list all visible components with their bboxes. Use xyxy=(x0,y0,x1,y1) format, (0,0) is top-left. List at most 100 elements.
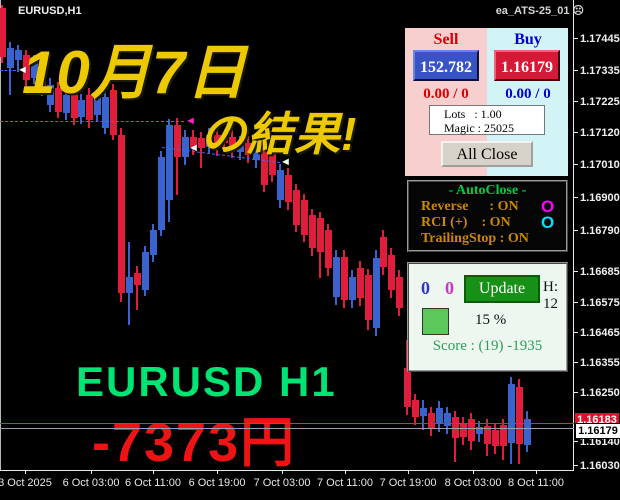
candle-body xyxy=(166,125,173,200)
candle-body xyxy=(277,170,284,200)
candle-body xyxy=(221,139,228,143)
candle-body xyxy=(420,408,427,416)
autoclose-rci-row: RCI (+) : ON xyxy=(421,215,511,230)
candle-wick xyxy=(200,132,202,168)
price-axis-label: 1.16685 xyxy=(580,266,620,278)
chart-left-border xyxy=(0,0,1,470)
price-axis-tick xyxy=(573,392,578,393)
price-axis-label: 1.16575 xyxy=(580,297,620,309)
price-axis-label: 1.17335 xyxy=(580,65,620,77)
candle-body xyxy=(524,419,531,445)
price-axis xyxy=(573,0,574,470)
candle-body xyxy=(7,48,14,68)
candle-body xyxy=(110,90,117,135)
all-close-button[interactable]: All Close xyxy=(441,141,533,167)
candle-body xyxy=(293,190,300,225)
lots-line: Lots : 1.00 xyxy=(444,107,502,121)
price-axis-tick xyxy=(573,132,578,133)
update-panel: 0 0 Update H: 12 15 % Score : (19) -1935 xyxy=(407,262,568,372)
candle-body xyxy=(341,257,348,300)
time-axis-label: 8 Oct 11:00 xyxy=(507,477,565,489)
candle-body xyxy=(357,268,364,298)
pnl-caption-text: -7373円 xyxy=(92,413,297,473)
autoclose-title: - AutoClose - xyxy=(448,183,527,198)
price-axis-label: 1.16465 xyxy=(580,327,620,339)
time-axis-tick xyxy=(217,470,218,474)
candle-body xyxy=(444,413,451,426)
candle-body xyxy=(102,97,109,128)
update-button[interactable]: Update xyxy=(464,275,540,303)
candle-body xyxy=(388,255,395,290)
price-axis-label: 1.16355 xyxy=(580,357,620,369)
hour-label: H: 12 xyxy=(543,279,558,312)
score-label: Score : (19) -1935 xyxy=(432,338,543,354)
price-axis-tick xyxy=(573,230,578,231)
autoclose-reverse-row: Reverse : ON xyxy=(421,199,519,214)
price-level-line xyxy=(0,423,574,424)
candle-body xyxy=(150,230,157,255)
candle-body xyxy=(373,258,380,328)
time-axis-label: 7 Oct 03:00 xyxy=(253,477,311,489)
price-axis-label: 1.16140 xyxy=(580,436,620,448)
time-axis-label: 6 Oct 03:00 xyxy=(62,477,120,489)
candle-body xyxy=(333,257,340,297)
autoclose-trailing-row: TrailingStop : ON xyxy=(421,231,529,246)
candle-body xyxy=(253,145,260,160)
candle-body xyxy=(468,419,475,441)
candle-body xyxy=(206,135,213,147)
time-axis-label: 6 Oct 19:00 xyxy=(188,477,246,489)
candle-body xyxy=(460,423,467,437)
reverse-marker-icon: O xyxy=(541,197,555,216)
price-axis-tick xyxy=(573,362,578,363)
candle-body xyxy=(365,275,372,320)
count-blue: 0 xyxy=(421,278,430,298)
price-level-line xyxy=(0,428,574,429)
price-axis-label: 1.17445 xyxy=(580,33,620,45)
price-axis-label: 1.17010 xyxy=(580,159,620,171)
price-axis-tick xyxy=(573,164,578,165)
progress-square-icon xyxy=(422,308,449,335)
sell-title: Sell xyxy=(433,31,459,48)
candle-body xyxy=(39,62,46,90)
trade-panel: Sell Buy 152.782 1.16179 0.00 / 0 0.00 /… xyxy=(405,28,568,176)
candle-body xyxy=(245,143,252,155)
sell-price-button[interactable]: 152.782 xyxy=(413,50,479,81)
candle-body xyxy=(23,55,30,80)
time-axis-label: 3 Oct 2025 xyxy=(0,477,52,489)
buy-price-button[interactable]: 1.16179 xyxy=(494,50,560,81)
time-axis-tick xyxy=(91,470,92,474)
time-axis-tick xyxy=(536,470,537,474)
candle-body xyxy=(309,215,316,248)
sell-stat: 0.00 / 0 xyxy=(423,86,469,102)
bid-price-tag: 1.16179 xyxy=(575,423,620,439)
time-axis-label: 8 Oct 03:00 xyxy=(444,477,502,489)
magic-line: Magic : 25025 xyxy=(444,121,514,135)
percent-label: 15 % xyxy=(475,312,507,328)
time-axis-tick xyxy=(25,470,26,474)
chart-symbol-label: EURUSD,H1 xyxy=(18,5,82,17)
candle-body xyxy=(492,430,499,446)
candle-body xyxy=(134,273,141,285)
candle-body xyxy=(452,417,459,438)
price-axis-tick xyxy=(573,465,578,466)
candle-body xyxy=(269,152,276,175)
time-axis-tick xyxy=(345,470,346,474)
time-axis-label: 6 Oct 11:00 xyxy=(124,477,182,489)
candle-body xyxy=(158,157,165,230)
candle-body xyxy=(237,142,244,152)
autoclose-panel: - AutoClose - Reverse : ON O RCI (+) : O… xyxy=(407,180,568,252)
price-axis-tick xyxy=(573,271,578,272)
candle-body xyxy=(63,95,70,113)
candle-body xyxy=(476,427,483,434)
candle-body xyxy=(142,252,149,290)
candle-body xyxy=(412,400,419,417)
candle-body xyxy=(86,95,93,120)
candle-body xyxy=(317,218,324,252)
price-axis-label: 1.16030 xyxy=(580,460,620,472)
candle-body xyxy=(31,60,38,78)
count-magenta: 0 xyxy=(445,278,454,298)
candle-body xyxy=(126,277,133,293)
candle-body xyxy=(285,175,292,202)
price-axis-tick xyxy=(573,332,578,333)
